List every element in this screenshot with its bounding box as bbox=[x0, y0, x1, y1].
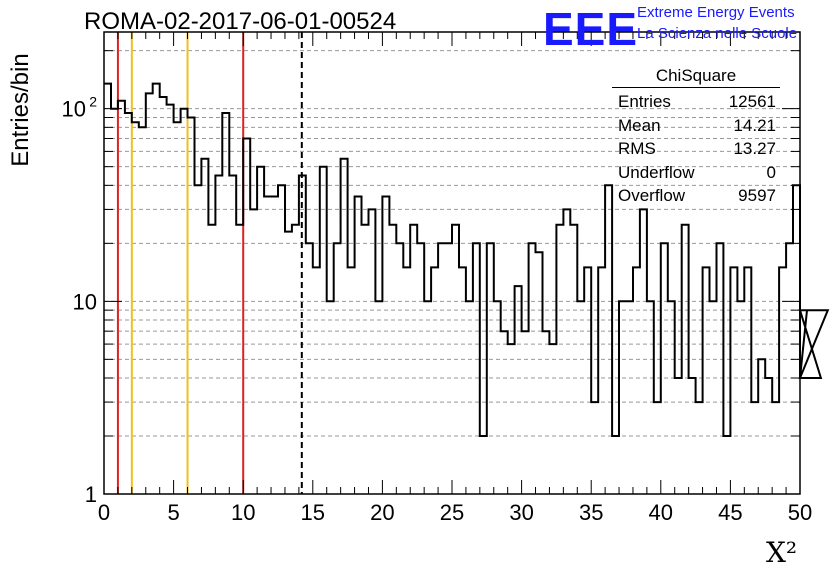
stats-label: Overflow bbox=[618, 186, 686, 205]
x-tick-label: 40 bbox=[649, 500, 673, 525]
x-tick-label: 50 bbox=[788, 500, 812, 525]
x-tick-label: 5 bbox=[167, 500, 179, 525]
stats-label: Entries bbox=[618, 92, 671, 111]
y-tick-label: 1 bbox=[85, 482, 97, 507]
x-tick-label: 20 bbox=[370, 500, 394, 525]
y-tick-label-exponent: 2 bbox=[89, 94, 97, 110]
logo-line-2: La Scienza nelle Scuole bbox=[637, 25, 798, 42]
x-tick-label: 10 bbox=[231, 500, 255, 525]
stats-row-underflow: Underflow 0 bbox=[612, 161, 780, 185]
stats-title: ChiSquare bbox=[612, 66, 780, 88]
stats-label: Mean bbox=[618, 115, 661, 135]
x-tick-label: 45 bbox=[718, 500, 742, 525]
x-axis-ticks: 0 5 10 15 20 25 30 35 40 45 50 bbox=[98, 32, 812, 525]
x-tick-label: 15 bbox=[301, 500, 325, 525]
chart-title: ROMA-02-2017-06-01-00524 bbox=[84, 8, 397, 35]
eee-logo-mark: EEE bbox=[543, 3, 639, 55]
x-tick-label: 0 bbox=[98, 500, 110, 525]
y-tick-label: 10 bbox=[73, 289, 97, 314]
stats-value: 9597 bbox=[738, 186, 776, 205]
x-axis-label: X² bbox=[766, 536, 798, 569]
stats-row-overflow: Overflow 9597 bbox=[612, 184, 780, 208]
histogram-line bbox=[104, 82, 830, 437]
stats-value: 0 bbox=[766, 162, 776, 182]
stats-row-mean: Mean 14.21 bbox=[612, 114, 780, 138]
stats-value: 12561 bbox=[728, 92, 776, 111]
x-tick-label: 25 bbox=[440, 500, 464, 525]
stats-box: ChiSquare Entries 12561 Mean 14.21 RMS 13.2… bbox=[612, 66, 780, 208]
x-tick-label: 30 bbox=[509, 500, 533, 525]
stats-label: Underflow bbox=[618, 162, 695, 182]
x-tick-label: 35 bbox=[579, 500, 603, 525]
y-tick-label: 10 bbox=[62, 97, 86, 122]
stats-row-entries: Entries 12561 bbox=[612, 90, 780, 114]
stats-value: 14.21 bbox=[733, 115, 776, 135]
stats-row-rms: RMS 13.27 bbox=[612, 137, 780, 161]
logo-line-1: Extreme Energy Events bbox=[637, 4, 795, 21]
grid-lines bbox=[104, 50, 800, 437]
stats-label: RMS bbox=[618, 139, 656, 158]
y-axis-label: Entries/bin bbox=[7, 53, 34, 167]
stats-value: 13.27 bbox=[733, 139, 776, 158]
